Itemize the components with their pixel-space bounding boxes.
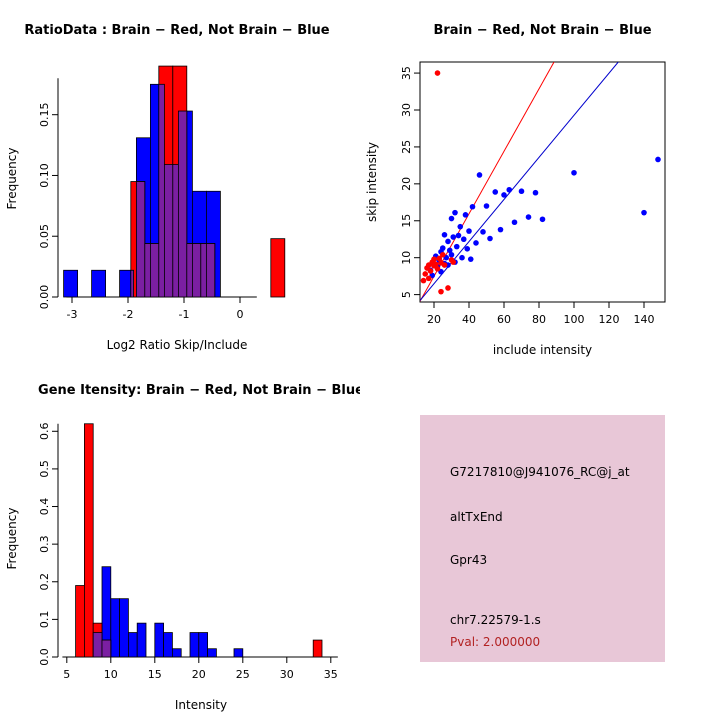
- svg-text:Log2 Ratio Skip/Include: Log2 Ratio Skip/Include: [107, 338, 248, 352]
- svg-text:skip intensity: skip intensity: [365, 142, 379, 222]
- svg-text:100: 100: [564, 313, 585, 326]
- info-line-event-type: altTxEnd: [450, 510, 503, 524]
- svg-text:-2: -2: [123, 308, 134, 321]
- svg-text:5: 5: [63, 668, 70, 681]
- svg-text:Frequency: Frequency: [5, 508, 19, 570]
- svg-text:0.15: 0.15: [38, 102, 51, 127]
- info-box: G7217810@J941076_RC@j_at altTxEnd Gpr43 …: [420, 415, 665, 662]
- svg-text:140: 140: [634, 313, 655, 326]
- info-line-probe-id: G7217810@J941076_RC@j_at: [450, 465, 630, 479]
- svg-text:25: 25: [236, 668, 250, 681]
- intensity-scatter-chart: Brain − Red, Not Brain − Blue include int…: [365, 23, 666, 357]
- svg-text:15: 15: [148, 668, 162, 681]
- ratio-histogram-chart: RatioData : Brain − Red, Not Brain − Blu…: [5, 23, 330, 352]
- gene-intensity-histogram-chart: Gene Itensity: Brain − Red, Not Brain − …: [5, 383, 360, 712]
- info-line-pval: Pval: 2.000000: [450, 635, 541, 649]
- svg-text:5: 5: [400, 291, 413, 298]
- svg-text:25: 25: [400, 140, 413, 154]
- svg-text:0.10: 0.10: [38, 163, 51, 188]
- svg-text:30: 30: [400, 103, 413, 117]
- svg-text:0.4: 0.4: [38, 498, 51, 516]
- svg-text:0.5: 0.5: [38, 460, 51, 478]
- svg-text:-1: -1: [179, 308, 190, 321]
- svg-text:Intensity: Intensity: [175, 698, 227, 712]
- svg-text:60: 60: [497, 313, 511, 326]
- svg-text:20: 20: [400, 177, 413, 191]
- svg-text:20: 20: [427, 313, 441, 326]
- info-panel: G7217810@J941076_RC@j_at altTxEnd Gpr43 …: [360, 360, 720, 720]
- svg-text:0.2: 0.2: [38, 573, 51, 591]
- svg-text:Brain − Red, Not Brain − Blue: Brain − Red, Not Brain − Blue: [433, 23, 651, 38]
- svg-text:10: 10: [400, 251, 413, 265]
- svg-text:30: 30: [280, 668, 294, 681]
- svg-text:120: 120: [599, 313, 620, 326]
- svg-text:0.00: 0.00: [38, 285, 51, 310]
- svg-text:0.0: 0.0: [38, 648, 51, 666]
- svg-text:15: 15: [400, 214, 413, 228]
- svg-text:10: 10: [104, 668, 118, 681]
- svg-text:0.3: 0.3: [38, 535, 51, 553]
- svg-text:80: 80: [532, 313, 546, 326]
- svg-text:20: 20: [192, 668, 206, 681]
- info-line-gene-name: Gpr43: [450, 553, 488, 567]
- svg-text:0.05: 0.05: [38, 224, 51, 249]
- svg-text:35: 35: [400, 66, 413, 80]
- svg-text:Frequency: Frequency: [5, 148, 19, 210]
- svg-text:-3: -3: [67, 308, 78, 321]
- svg-text:RatioData : Brain − Red, Not B: RatioData : Brain − Red, Not Brain − Blu…: [24, 23, 329, 38]
- svg-text:include intensity: include intensity: [493, 343, 592, 357]
- info-line-locus: chr7.22579-1.s: [450, 613, 541, 627]
- svg-text:0.1: 0.1: [38, 611, 51, 629]
- svg-text:0: 0: [237, 308, 244, 321]
- svg-text:Gene Itensity: Brain − Red, No: Gene Itensity: Brain − Red, Not Brain − …: [38, 383, 360, 398]
- svg-text:0.6: 0.6: [38, 423, 51, 441]
- svg-text:40: 40: [462, 313, 476, 326]
- svg-text:35: 35: [324, 668, 338, 681]
